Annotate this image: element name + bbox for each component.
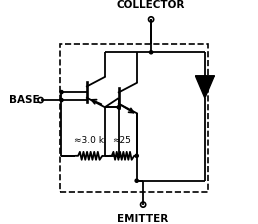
- Polygon shape: [196, 76, 214, 98]
- Circle shape: [149, 51, 153, 54]
- Circle shape: [135, 179, 138, 182]
- Text: ≈3.0 k: ≈3.0 k: [74, 136, 104, 145]
- Text: EMITTER: EMITTER: [117, 213, 169, 224]
- Text: ≈25: ≈25: [112, 136, 131, 145]
- Circle shape: [117, 154, 120, 157]
- Circle shape: [135, 154, 138, 157]
- Circle shape: [60, 90, 63, 94]
- Circle shape: [117, 106, 120, 109]
- Circle shape: [60, 99, 63, 102]
- Text: COLLECTOR: COLLECTOR: [117, 0, 185, 11]
- Text: BASE: BASE: [9, 95, 39, 105]
